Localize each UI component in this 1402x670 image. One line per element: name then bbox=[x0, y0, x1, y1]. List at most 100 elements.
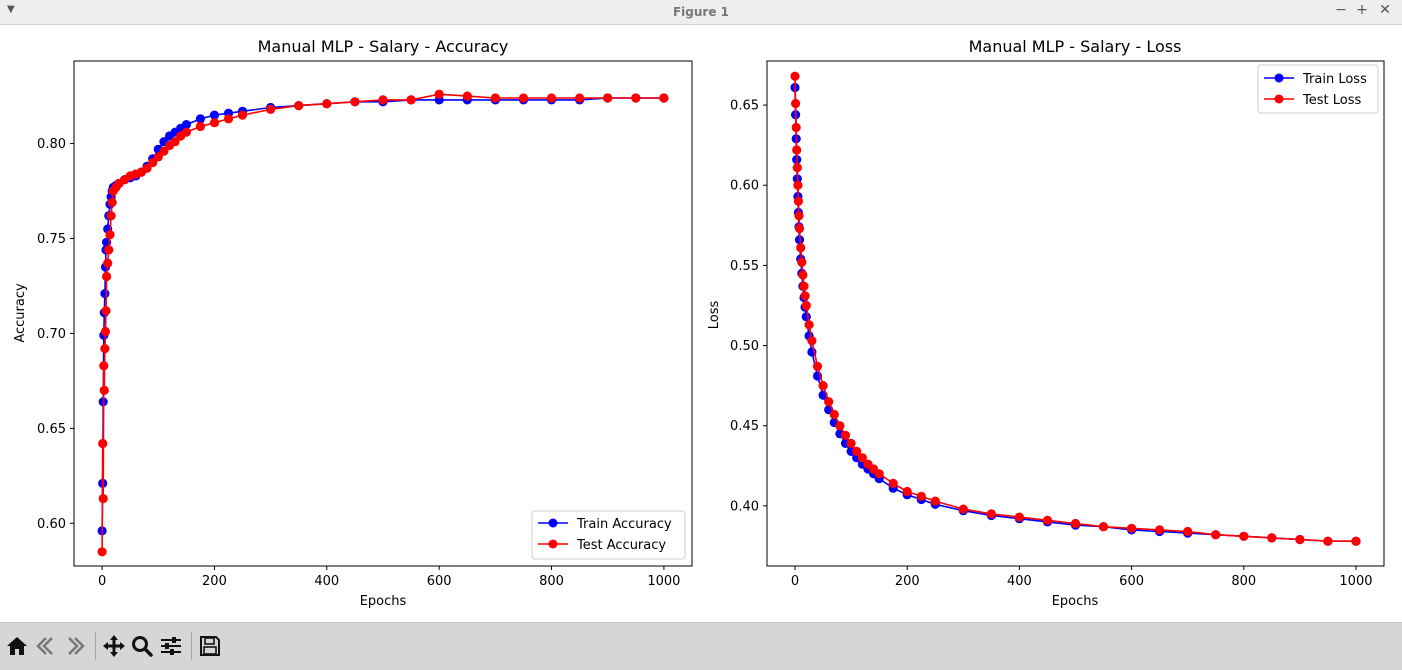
test-loss-point bbox=[888, 478, 898, 488]
test-accuracy-point bbox=[170, 137, 180, 147]
test-loss-point bbox=[818, 381, 828, 391]
test-loss-point bbox=[1042, 515, 1053, 525]
test-accuracy-point bbox=[294, 101, 304, 111]
test-accuracy-point bbox=[350, 97, 360, 107]
test-accuracy-point bbox=[406, 95, 416, 105]
test-accuracy-point bbox=[102, 271, 112, 282]
test-loss-point bbox=[916, 491, 926, 501]
y-tick-label: 0.75 bbox=[37, 232, 66, 247]
configure-subplots-button[interactable] bbox=[158, 633, 184, 659]
loss-x-axis-label: Epochs bbox=[1052, 594, 1099, 609]
test-loss-series bbox=[790, 71, 1361, 546]
test-loss-point bbox=[1295, 534, 1305, 545]
test-accuracy-point bbox=[104, 245, 114, 255]
legend-test-loss-marker bbox=[1274, 94, 1284, 104]
test-loss-point bbox=[812, 361, 823, 371]
legend-train-accuracy-marker bbox=[548, 518, 558, 528]
test-accuracy-point bbox=[107, 197, 117, 207]
y-tick-label: 0.50 bbox=[730, 339, 759, 354]
test-accuracy-point bbox=[97, 547, 107, 557]
y-tick-label: 0.65 bbox=[730, 99, 759, 114]
test-loss-point bbox=[958, 504, 968, 514]
test-loss-point bbox=[794, 223, 805, 234]
toolbar-separator bbox=[191, 632, 192, 660]
floppy-disk-icon bbox=[200, 636, 220, 656]
test-loss-point bbox=[1239, 531, 1249, 541]
test-accuracy-series bbox=[97, 89, 669, 557]
test-loss-point bbox=[835, 421, 845, 431]
test-accuracy-point bbox=[378, 95, 388, 105]
train-loss-point bbox=[801, 312, 811, 322]
minimize-button[interactable]: − bbox=[1335, 2, 1347, 18]
x-tick-label: 0 bbox=[98, 574, 106, 589]
legend-train-loss-label: Train Loss bbox=[1302, 72, 1367, 87]
x-tick-label: 0 bbox=[791, 574, 799, 589]
test-accuracy-point bbox=[490, 93, 500, 103]
window-title: Figure 1 bbox=[672, 5, 730, 19]
test-accuracy-point bbox=[631, 93, 641, 103]
loss-ticks: 0 200 400 600 800 1000 0.40 0.45 0.50 0.55 0.60 0.6… bbox=[730, 99, 1372, 589]
test-accuracy-point bbox=[100, 344, 110, 354]
x-tick-label: 200 bbox=[895, 574, 920, 589]
test-accuracy-point bbox=[575, 93, 585, 103]
legend-test-accuracy-marker bbox=[548, 539, 558, 549]
test-accuracy-point bbox=[99, 385, 109, 395]
y-tick-label: 0.40 bbox=[730, 499, 759, 514]
test-loss-point bbox=[796, 243, 806, 253]
test-loss-point bbox=[1098, 522, 1109, 532]
forward-button[interactable] bbox=[62, 633, 88, 659]
test-loss-point bbox=[801, 300, 811, 311]
maximize-button[interactable]: + bbox=[1356, 2, 1368, 18]
window-menu-chevron-down-icon[interactable]: ▼ bbox=[7, 4, 15, 15]
test-accuracy-point bbox=[434, 89, 444, 99]
pan-button[interactable] bbox=[101, 633, 127, 659]
accuracy-plot-area bbox=[97, 89, 669, 557]
test-accuracy-point bbox=[142, 163, 152, 173]
home-button[interactable] bbox=[4, 633, 30, 659]
test-accuracy-point bbox=[106, 211, 116, 221]
test-loss-point bbox=[829, 409, 839, 420]
accuracy-ticks: 0 200 400 600 800 1000 0.60 0.65 0.70 0.75 0.80 bbox=[37, 137, 680, 589]
test-accuracy-point bbox=[100, 326, 111, 337]
legend-train-loss-marker bbox=[1274, 73, 1284, 83]
test-loss-point bbox=[824, 397, 834, 407]
move-icon bbox=[103, 635, 125, 657]
test-loss-point bbox=[846, 438, 856, 448]
test-loss-point bbox=[793, 196, 804, 206]
test-accuracy-point bbox=[237, 110, 248, 120]
test-loss-point bbox=[1127, 523, 1137, 533]
test-loss-point bbox=[797, 257, 807, 267]
close-button[interactable]: ✕ bbox=[1379, 2, 1391, 18]
x-tick-label: 1000 bbox=[1339, 574, 1372, 589]
test-accuracy-point bbox=[209, 118, 220, 128]
test-accuracy-point bbox=[322, 99, 332, 109]
test-accuracy-point bbox=[195, 121, 205, 132]
test-loss-point bbox=[986, 509, 997, 519]
test-accuracy-point bbox=[546, 93, 557, 103]
test-accuracy-point bbox=[98, 438, 108, 449]
y-tick-label: 0.60 bbox=[730, 179, 759, 194]
legend-test-loss-label: Test Loss bbox=[1302, 93, 1361, 108]
accuracy-chart-title: Manual MLP - Salary - Accuracy bbox=[258, 37, 509, 56]
test-loss-point bbox=[798, 270, 808, 280]
test-accuracy-point bbox=[223, 114, 234, 124]
y-tick-label: 0.80 bbox=[37, 137, 66, 152]
x-tick-label: 800 bbox=[1231, 574, 1256, 589]
loss-chart-title: Manual MLP - Salary - Loss bbox=[969, 37, 1182, 56]
save-button[interactable] bbox=[197, 633, 223, 659]
test-loss-point bbox=[799, 281, 809, 291]
test-accuracy-point bbox=[659, 93, 669, 103]
zoom-button[interactable] bbox=[129, 633, 155, 659]
x-tick-label: 1000 bbox=[647, 574, 680, 589]
test-loss-point bbox=[1070, 518, 1081, 529]
test-accuracy-point bbox=[159, 146, 169, 156]
test-loss-point bbox=[1183, 526, 1193, 537]
test-loss-point bbox=[930, 496, 940, 506]
x-tick-label: 600 bbox=[1119, 574, 1144, 589]
test-loss-point bbox=[1323, 536, 1333, 546]
test-accuracy-point bbox=[462, 91, 472, 101]
back-button[interactable] bbox=[33, 633, 59, 659]
window-titlebar: ▼ Figure 1 − + ✕ bbox=[0, 0, 1402, 25]
train-accuracy-point bbox=[181, 120, 191, 130]
test-loss-point bbox=[852, 446, 862, 456]
